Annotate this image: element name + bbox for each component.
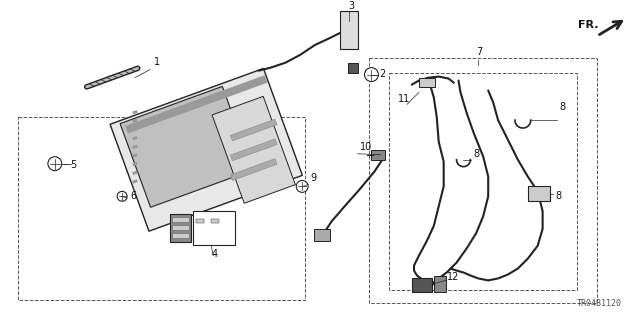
- Text: 7: 7: [476, 47, 483, 57]
- Polygon shape: [132, 136, 138, 140]
- Text: 4: 4: [211, 249, 218, 259]
- Circle shape: [117, 191, 127, 201]
- Text: 8: 8: [559, 102, 566, 112]
- Bar: [314, 229, 330, 241]
- Text: 6: 6: [130, 191, 136, 201]
- Bar: [18, 117, 305, 300]
- Bar: [196, 219, 204, 223]
- Polygon shape: [120, 86, 253, 207]
- Text: 3: 3: [349, 1, 355, 11]
- Text: 1: 1: [154, 57, 160, 67]
- Polygon shape: [132, 171, 138, 175]
- Text: FR.: FR.: [578, 20, 599, 30]
- Text: 5: 5: [70, 160, 77, 170]
- Polygon shape: [125, 75, 268, 133]
- Polygon shape: [132, 162, 138, 167]
- Circle shape: [296, 181, 308, 192]
- Polygon shape: [132, 119, 138, 123]
- Polygon shape: [132, 110, 138, 115]
- Bar: [371, 150, 385, 160]
- Bar: [193, 211, 235, 245]
- Bar: [172, 217, 189, 222]
- Text: 8: 8: [474, 149, 479, 159]
- Bar: [434, 277, 445, 292]
- Circle shape: [48, 157, 62, 171]
- Circle shape: [365, 68, 378, 82]
- Bar: [419, 78, 435, 87]
- Text: 8: 8: [556, 191, 562, 201]
- Text: TR04B1120: TR04B1120: [577, 299, 622, 308]
- Polygon shape: [132, 145, 138, 149]
- Polygon shape: [132, 127, 138, 132]
- Text: 11: 11: [398, 94, 410, 104]
- Bar: [528, 186, 550, 201]
- Text: 10: 10: [360, 142, 372, 152]
- Bar: [348, 63, 358, 73]
- Text: 9: 9: [310, 174, 316, 183]
- Bar: [412, 278, 432, 292]
- Bar: [389, 73, 577, 290]
- Bar: [172, 233, 189, 238]
- Bar: [170, 214, 191, 242]
- Text: 12: 12: [447, 272, 459, 282]
- Polygon shape: [212, 96, 295, 203]
- Polygon shape: [230, 159, 277, 181]
- Polygon shape: [132, 179, 138, 184]
- Polygon shape: [132, 153, 138, 158]
- Text: 2: 2: [380, 69, 386, 78]
- Polygon shape: [230, 119, 277, 141]
- Bar: [172, 225, 189, 230]
- Bar: [369, 58, 597, 303]
- Bar: [211, 219, 219, 223]
- Polygon shape: [110, 69, 302, 231]
- Polygon shape: [230, 139, 277, 161]
- Bar: [340, 11, 358, 49]
